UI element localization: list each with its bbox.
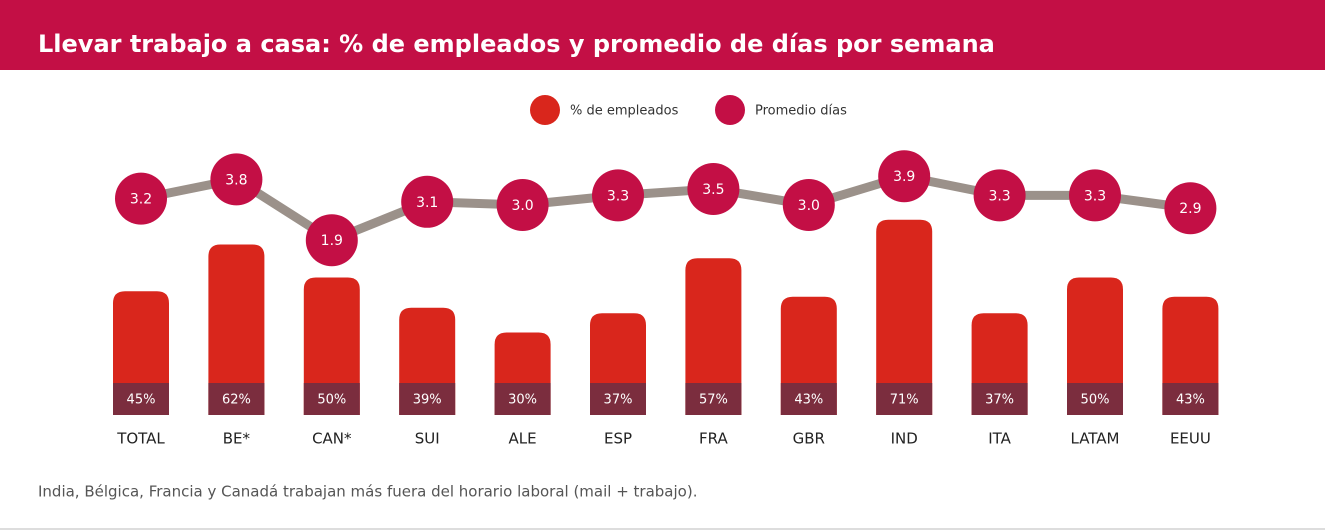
line-point bbox=[496, 179, 549, 231]
legend-label: Promedio días bbox=[755, 104, 847, 119]
point-value-label: 3.2 bbox=[130, 192, 152, 208]
x-tick-label: EEUU bbox=[1170, 430, 1211, 448]
point-value-label: 3.0 bbox=[798, 198, 820, 214]
line-point bbox=[210, 153, 263, 206]
point-value-label: 3.8 bbox=[225, 172, 247, 188]
bar-value-label: 37% bbox=[985, 393, 1014, 408]
x-tick-label: ALE bbox=[509, 430, 537, 448]
bar bbox=[208, 244, 265, 415]
line-point bbox=[115, 172, 167, 225]
bar-value-label: 45% bbox=[127, 393, 156, 408]
bar-value-label: 50% bbox=[317, 393, 346, 408]
bar-value-label: 62% bbox=[222, 393, 251, 408]
line-point bbox=[878, 150, 931, 203]
bar-label-band bbox=[113, 383, 169, 415]
bar-value-label: 37% bbox=[604, 393, 633, 408]
x-tick-label: IND bbox=[891, 430, 918, 448]
bar-value-label: 30% bbox=[508, 393, 537, 408]
chart-title: Llevar trabajo a casa: % de empleados y … bbox=[38, 30, 995, 58]
line bbox=[140, 171, 1191, 246]
bar-value-label: 43% bbox=[1176, 393, 1205, 408]
x-tick-label: CAN* bbox=[312, 430, 352, 448]
point-value-label: 3.1 bbox=[416, 195, 438, 211]
x-tick-label: ITA bbox=[988, 430, 1011, 448]
bar-value-label: 43% bbox=[794, 393, 823, 408]
line-point bbox=[687, 163, 740, 215]
x-tick-label: SUI bbox=[415, 430, 440, 448]
point-value-label: 3.9 bbox=[893, 169, 915, 185]
bar-label-band bbox=[780, 383, 837, 415]
bar-label-band bbox=[208, 383, 265, 415]
point-value-label: 3.3 bbox=[607, 188, 629, 204]
bar bbox=[1067, 277, 1123, 415]
x-tick-label: BE* bbox=[223, 430, 251, 448]
legend-swatch bbox=[530, 95, 560, 125]
bar-value-label: 50% bbox=[1081, 393, 1110, 408]
line-point bbox=[1069, 169, 1121, 222]
line-point bbox=[592, 169, 644, 222]
bar-label-band bbox=[1162, 383, 1219, 415]
bar-label-band bbox=[1067, 383, 1123, 415]
point-value-label: 3.5 bbox=[702, 182, 724, 198]
point-value-label: 1.9 bbox=[321, 233, 343, 249]
x-tick-label: ESP bbox=[604, 430, 632, 448]
point-value-label: 3.3 bbox=[988, 188, 1010, 204]
bar-label-band bbox=[303, 383, 360, 415]
line-point bbox=[1164, 182, 1217, 235]
header-band bbox=[0, 0, 1325, 70]
bar-label-band bbox=[494, 383, 551, 415]
bar-label-band bbox=[590, 383, 646, 415]
legend-swatch bbox=[715, 95, 745, 125]
bar-label-band bbox=[971, 383, 1028, 415]
bar-label-band bbox=[399, 383, 456, 415]
legend-label: % de empleados bbox=[570, 104, 679, 119]
bar-value-label: 71% bbox=[890, 393, 919, 408]
line-point bbox=[782, 179, 835, 231]
bar bbox=[685, 258, 742, 415]
x-tick-label: LATAM bbox=[1071, 430, 1120, 448]
line-point bbox=[973, 169, 1026, 222]
line-point bbox=[305, 214, 358, 267]
bar-value-label: 57% bbox=[699, 393, 728, 408]
x-tick-label: GBR bbox=[793, 430, 825, 448]
bar-label-band bbox=[685, 383, 742, 415]
point-value-label: 3.3 bbox=[1084, 188, 1106, 204]
point-value-label: 3.0 bbox=[511, 198, 533, 214]
line-point bbox=[401, 175, 454, 228]
bar-value-label: 39% bbox=[413, 393, 442, 408]
x-tick-label: TOTAL bbox=[116, 430, 165, 448]
point-value-label: 2.9 bbox=[1179, 201, 1201, 217]
bar bbox=[303, 277, 360, 415]
x-tick-label: FRA bbox=[699, 430, 728, 448]
footnote: India, Bélgica, Francia y Canadá trabaja… bbox=[38, 483, 697, 501]
bar-label-band bbox=[876, 383, 933, 415]
bar bbox=[876, 219, 933, 415]
